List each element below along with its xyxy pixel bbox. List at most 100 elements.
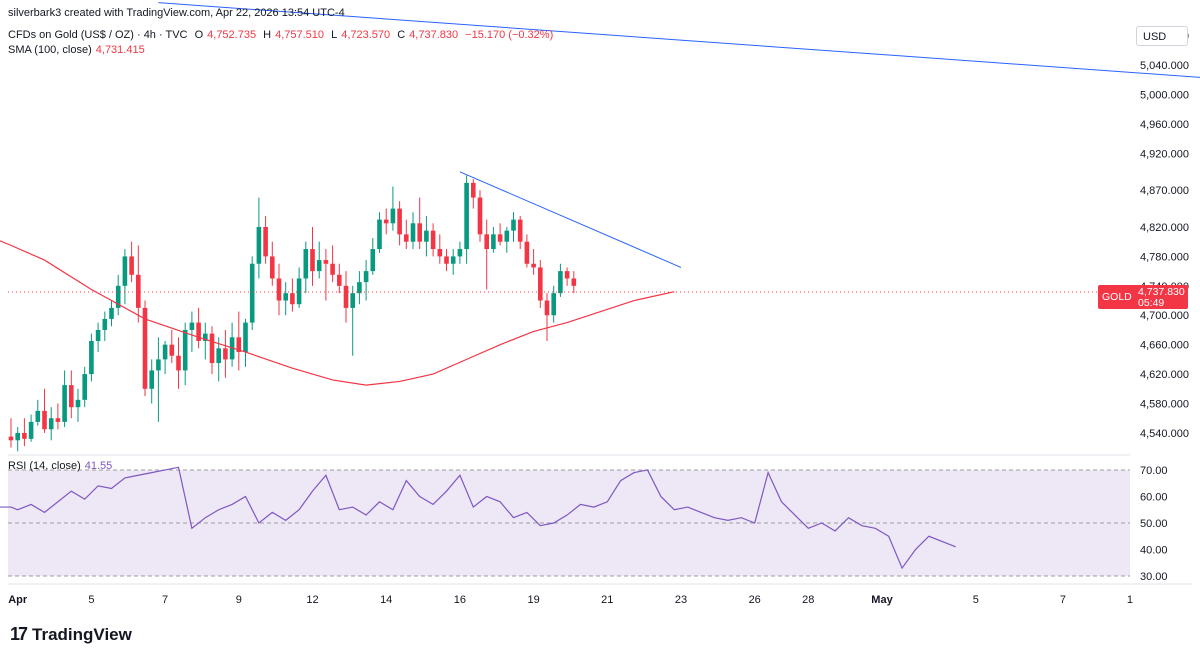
candle-body bbox=[89, 340, 94, 375]
candles bbox=[8, 175, 577, 452]
time-tick-label: May bbox=[871, 594, 893, 606]
rsi-label: RSI (14, close) bbox=[8, 460, 81, 472]
brand-name: TradingView bbox=[32, 624, 132, 644]
high-label: H bbox=[263, 29, 272, 41]
candle-body bbox=[129, 256, 134, 275]
candle-body bbox=[42, 410, 47, 430]
sma-legend[interactable]: SMA (100, close) 4,731.415 bbox=[8, 44, 149, 56]
candle-body bbox=[323, 260, 329, 264]
candle-body bbox=[22, 432, 27, 439]
rsi-polyline bbox=[0, 466, 956, 570]
candle-body bbox=[484, 234, 489, 250]
instrument-label[interactable]: CFDs on Gold (US$ / OZ) · 4h · TVC bbox=[8, 29, 188, 41]
rsi-tick-label: 30.00 bbox=[1140, 571, 1168, 583]
open-value: 4,752.735 bbox=[207, 29, 257, 41]
candle-body bbox=[122, 256, 128, 286]
low-value: 4,723.570 bbox=[341, 29, 391, 41]
price-tag-countdown: 05:49 bbox=[1138, 297, 1165, 309]
rsi-legend[interactable]: RSI (14, close) 41.55 bbox=[8, 460, 116, 472]
candle-body bbox=[290, 293, 295, 305]
candle-body bbox=[303, 249, 309, 279]
candle-body bbox=[363, 271, 369, 283]
candle-body bbox=[102, 318, 108, 330]
rsi-tick-label: 50.00 bbox=[1140, 518, 1168, 530]
candle-body bbox=[15, 432, 20, 441]
candle-body bbox=[491, 234, 496, 250]
candle-body bbox=[176, 355, 181, 371]
candle-body bbox=[95, 329, 101, 341]
time-tick-label: 9 bbox=[236, 594, 242, 606]
candle-body bbox=[136, 274, 141, 308]
candle-body bbox=[115, 285, 121, 308]
currency-selector[interactable]: USD bbox=[1136, 26, 1188, 46]
candle-body bbox=[544, 300, 550, 316]
change-value: −15.170 (−0.32%) bbox=[465, 29, 554, 41]
candle-body bbox=[450, 256, 456, 264]
candle-body bbox=[524, 241, 530, 264]
candle-body bbox=[571, 278, 577, 286]
candle-body bbox=[209, 333, 215, 364]
time-tick-label: Apr bbox=[8, 594, 28, 606]
candle-body bbox=[330, 263, 335, 275]
trendlines bbox=[158, 2, 1200, 268]
candle-body bbox=[69, 385, 74, 408]
tradingview-logo-icon: 17 bbox=[10, 624, 28, 644]
trendline bbox=[459, 171, 682, 268]
price-tick-label: 4,580.000 bbox=[1140, 399, 1189, 411]
candle-body bbox=[182, 329, 188, 371]
candle-body bbox=[203, 333, 208, 341]
price-tick-label: 5,000.000 bbox=[1140, 90, 1189, 102]
candle-body bbox=[48, 418, 54, 430]
price-tick-label: 5,040.000 bbox=[1140, 60, 1189, 72]
candle-body bbox=[149, 370, 154, 389]
candle-body bbox=[35, 410, 41, 422]
tradingview-logo[interactable]: 17 TradingView bbox=[10, 624, 132, 645]
time-tick-label: 7 bbox=[162, 594, 168, 606]
time-tick-label: 7 bbox=[1060, 594, 1066, 606]
candle-body bbox=[296, 278, 302, 305]
time-tick-label: 26 bbox=[749, 594, 761, 606]
candle-body bbox=[249, 263, 255, 323]
candle-body bbox=[497, 234, 503, 242]
candle-body bbox=[316, 260, 322, 272]
rsi-line bbox=[0, 466, 956, 570]
sma-line bbox=[0, 240, 675, 386]
time-tick-label: 16 bbox=[454, 594, 466, 606]
candle-body bbox=[390, 208, 396, 224]
candle-body bbox=[477, 197, 483, 235]
candle-body bbox=[162, 344, 168, 360]
sma-polyline bbox=[0, 240, 675, 386]
rsi-tick-label: 70.00 bbox=[1140, 465, 1168, 477]
candle-body bbox=[283, 293, 288, 301]
candle-body bbox=[270, 256, 275, 279]
candle-body bbox=[464, 182, 469, 250]
price-tick-label: 4,540.000 bbox=[1140, 428, 1189, 440]
candle-body bbox=[236, 337, 242, 353]
low-label: L bbox=[331, 29, 338, 41]
price-tick-label: 4,960.000 bbox=[1140, 119, 1189, 131]
time-tick-label: 5 bbox=[973, 594, 979, 606]
candle-body bbox=[471, 182, 476, 198]
candle-body bbox=[310, 249, 315, 272]
candle-body bbox=[558, 271, 563, 294]
price-tick-label: 4,620.000 bbox=[1140, 369, 1189, 381]
candle-body bbox=[437, 249, 443, 257]
price-tick-label: 4,820.000 bbox=[1140, 222, 1189, 234]
close-label: C bbox=[397, 29, 406, 41]
candle-body bbox=[430, 230, 436, 250]
rsi-axis: 70.00 60.00 50.00 40.00 30.00 bbox=[1140, 465, 1168, 583]
price-tick-label: 4,870.000 bbox=[1140, 185, 1189, 197]
candle-body bbox=[370, 249, 376, 272]
rsi-tick-label: 40.00 bbox=[1140, 545, 1168, 557]
candle-body bbox=[504, 230, 510, 242]
time-tick-label: 21 bbox=[601, 594, 613, 606]
candle-body bbox=[350, 293, 355, 308]
candle-body bbox=[156, 359, 161, 371]
price-tick-label: 4,700.000 bbox=[1140, 310, 1189, 322]
instrument-row: CFDs on Gold (US$ / OZ) · 4h · TVC O 4,75… bbox=[8, 29, 557, 41]
time-tick-label: 28 bbox=[802, 594, 814, 606]
candle-body bbox=[538, 267, 543, 301]
candle-body bbox=[410, 223, 416, 242]
candle-body bbox=[75, 399, 81, 408]
